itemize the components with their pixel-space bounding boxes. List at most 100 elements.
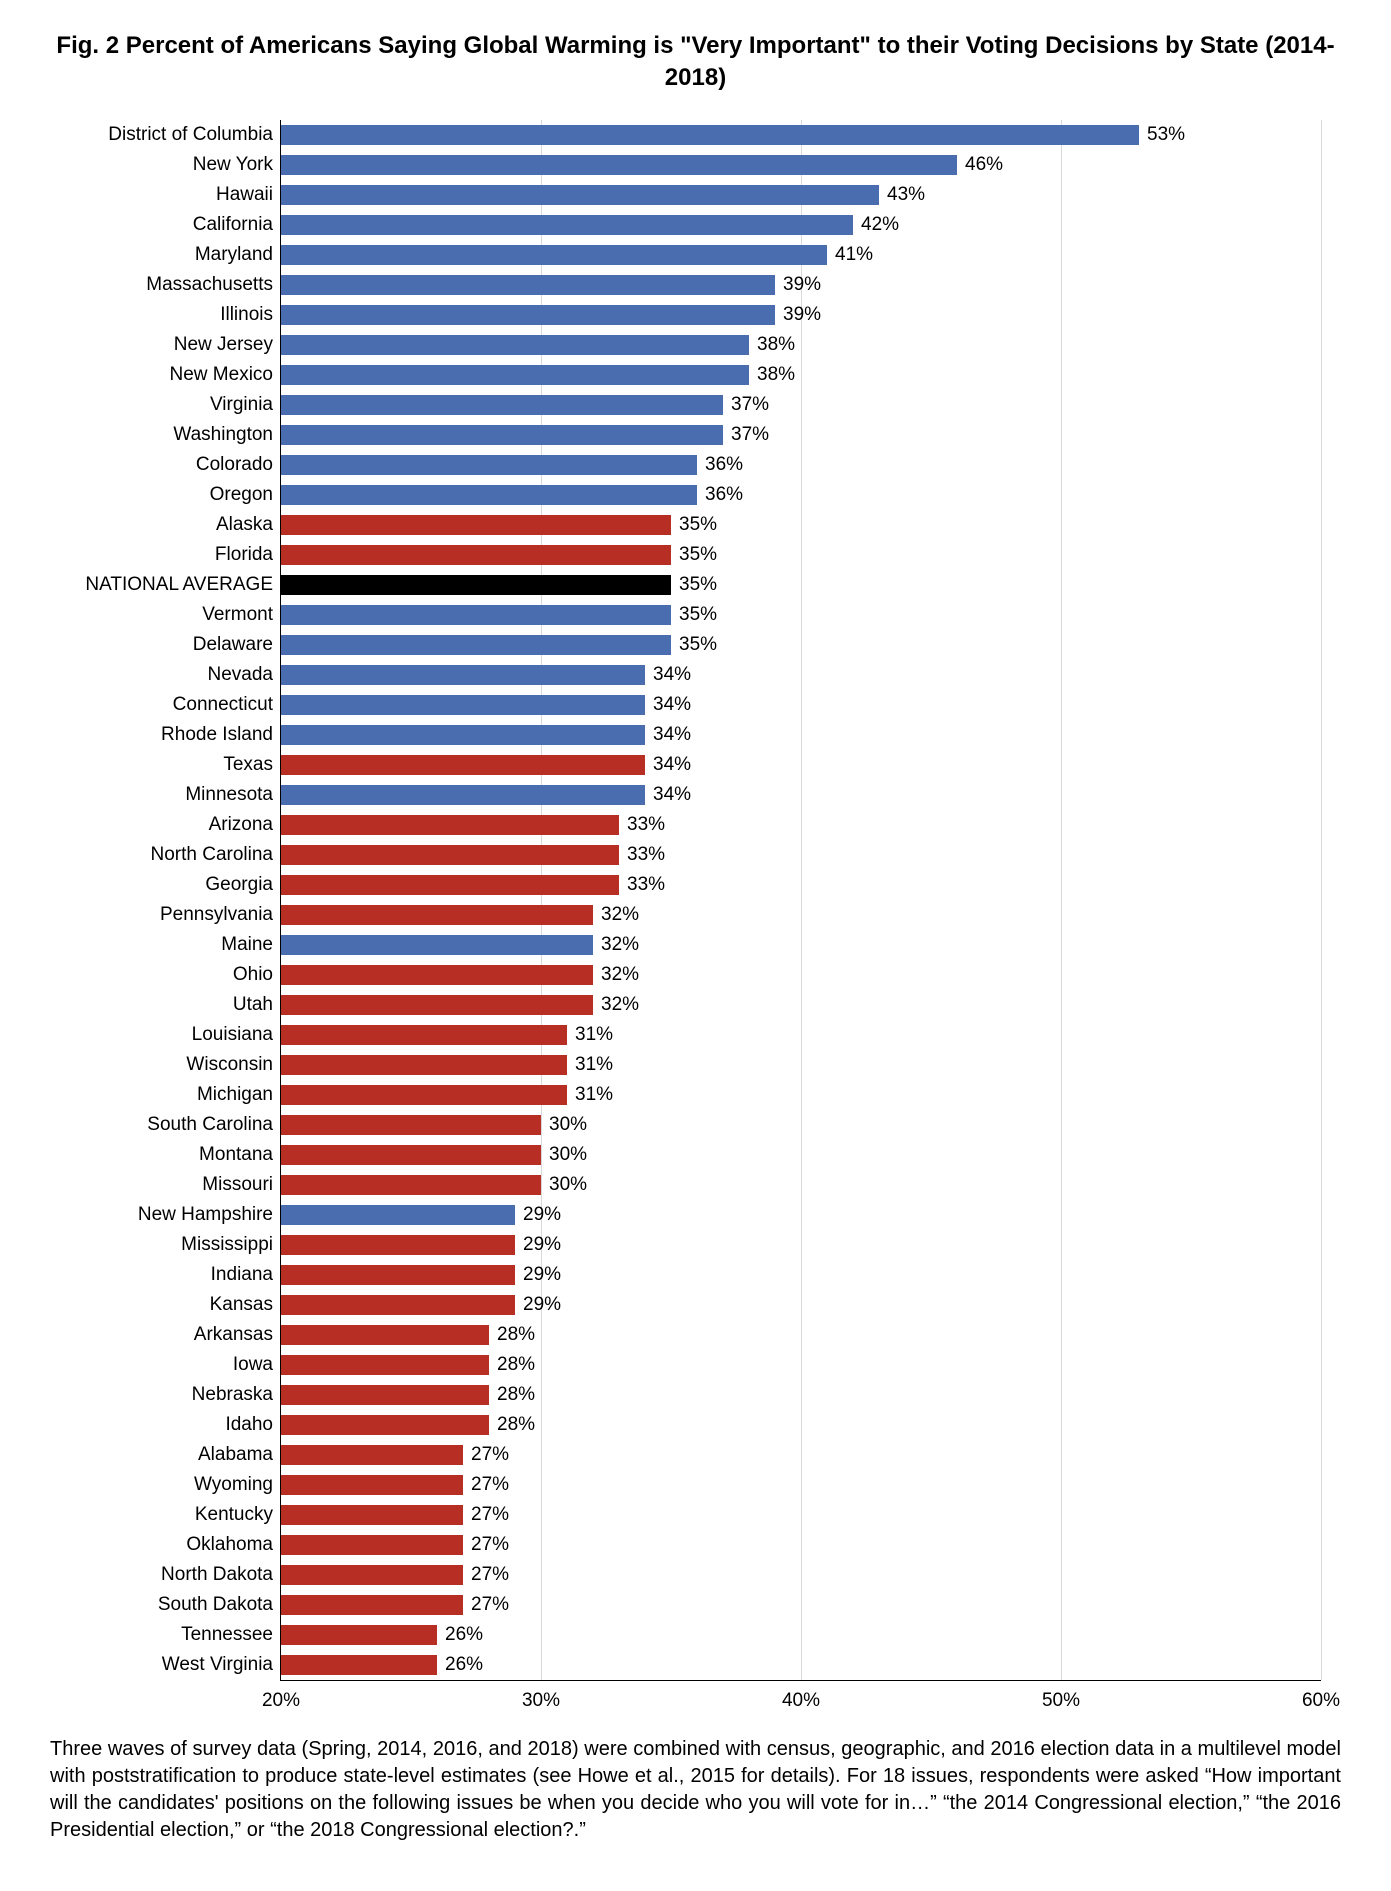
bar: [281, 365, 749, 385]
y-axis-label: California: [53, 214, 281, 236]
y-axis-label: Vermont: [53, 604, 281, 626]
bar: [281, 1175, 541, 1195]
y-axis-label: Idaho: [53, 1414, 281, 1436]
y-axis-label: New Jersey: [53, 334, 281, 356]
bar-row: Missouri30%: [281, 1170, 1321, 1200]
y-axis-label: New Hampshire: [53, 1204, 281, 1226]
y-axis-label: New York: [53, 154, 281, 176]
bar-row: Oregon36%: [281, 480, 1321, 510]
bar-row: Washington37%: [281, 420, 1321, 450]
bar-value-label: 34%: [653, 694, 691, 716]
bar-value-label: 29%: [523, 1204, 561, 1226]
bar: [281, 785, 645, 805]
bar: [281, 755, 645, 775]
bar: [281, 215, 853, 235]
bar-row: Louisiana31%: [281, 1020, 1321, 1050]
bar-row: Vermont35%: [281, 600, 1321, 630]
page: Fig. 2 Percent of Americans Saying Globa…: [0, 0, 1391, 1884]
bar-value-label: 28%: [497, 1384, 535, 1406]
bar-row: Maryland41%: [281, 240, 1321, 270]
bar-row: Tennessee26%: [281, 1620, 1321, 1650]
bar: [281, 695, 645, 715]
y-axis-label: Ohio: [53, 964, 281, 986]
bar: [281, 455, 697, 475]
y-axis-label: Kansas: [53, 1294, 281, 1316]
y-axis-label: Wisconsin: [53, 1054, 281, 1076]
plot-area: 20%30%40%50%60%District of Columbia53%Ne…: [280, 120, 1321, 1681]
bar: [281, 1265, 515, 1285]
bar-value-label: 32%: [601, 964, 639, 986]
bar-value-label: 41%: [835, 244, 873, 266]
bar-row: Pennsylvania32%: [281, 900, 1321, 930]
bar: [281, 185, 879, 205]
bar-value-label: 34%: [653, 754, 691, 776]
bar-row: South Dakota27%: [281, 1590, 1321, 1620]
bar-row: Indiana29%: [281, 1260, 1321, 1290]
bar-value-label: 28%: [497, 1354, 535, 1376]
x-tick-label: 30%: [522, 1690, 560, 1712]
x-tick-label: 20%: [262, 1690, 300, 1712]
bar-row: West Virginia26%: [281, 1650, 1321, 1680]
bar-value-label: 27%: [471, 1534, 509, 1556]
bar-value-label: 30%: [549, 1144, 587, 1166]
y-axis-label: Oregon: [53, 484, 281, 506]
y-axis-label: Georgia: [53, 874, 281, 896]
bar-row: New Hampshire29%: [281, 1200, 1321, 1230]
bar-row: Wisconsin31%: [281, 1050, 1321, 1080]
y-axis-label: Utah: [53, 994, 281, 1016]
bar-value-label: 33%: [627, 814, 665, 836]
bar-row: Nevada34%: [281, 660, 1321, 690]
chart-wrap: 20%30%40%50%60%District of Columbia53%Ne…: [50, 120, 1341, 1681]
y-axis-label: Nevada: [53, 664, 281, 686]
bar-row: Nebraska28%: [281, 1380, 1321, 1410]
bar-row: Texas34%: [281, 750, 1321, 780]
y-axis-label: Louisiana: [53, 1024, 281, 1046]
bar: [281, 1055, 567, 1075]
bar: [281, 1355, 489, 1375]
y-axis-label: Maryland: [53, 244, 281, 266]
bar-value-label: 39%: [783, 274, 821, 296]
bar-value-label: 38%: [757, 364, 795, 386]
bar-value-label: 42%: [861, 214, 899, 236]
bar: [281, 875, 619, 895]
bar: [281, 1085, 567, 1105]
bar: [281, 395, 723, 415]
bar-row: South Carolina30%: [281, 1110, 1321, 1140]
bar-value-label: 35%: [679, 574, 717, 596]
y-axis-label: Pennsylvania: [53, 904, 281, 926]
bar-row: Virginia37%: [281, 390, 1321, 420]
bar: [281, 1145, 541, 1165]
x-tick-label: 40%: [782, 1690, 820, 1712]
y-axis-label: Florida: [53, 544, 281, 566]
bar: [281, 125, 1139, 145]
bar-value-label: 39%: [783, 304, 821, 326]
bar-value-label: 36%: [705, 454, 743, 476]
y-axis-label: Wyoming: [53, 1474, 281, 1496]
y-axis-label: Tennessee: [53, 1624, 281, 1646]
y-axis-label: Colorado: [53, 454, 281, 476]
bar-value-label: 34%: [653, 784, 691, 806]
bar-value-label: 29%: [523, 1294, 561, 1316]
bar: [281, 995, 593, 1015]
bar: [281, 1655, 437, 1675]
bar-row: North Dakota27%: [281, 1560, 1321, 1590]
bar-row: Rhode Island34%: [281, 720, 1321, 750]
bar: [281, 335, 749, 355]
bar-row: Kentucky27%: [281, 1500, 1321, 1530]
y-axis-label: Arizona: [53, 814, 281, 836]
bar-row: North Carolina33%: [281, 840, 1321, 870]
bar-value-label: 26%: [445, 1654, 483, 1676]
y-axis-label: Arkansas: [53, 1324, 281, 1346]
y-axis-label: Alabama: [53, 1444, 281, 1466]
bar: [281, 905, 593, 925]
y-axis-label: Maine: [53, 934, 281, 956]
bar: [281, 1595, 463, 1615]
chart-title: Fig. 2 Percent of Americans Saying Globa…: [50, 30, 1341, 95]
y-axis-label: West Virginia: [53, 1654, 281, 1676]
bar-row: Michigan31%: [281, 1080, 1321, 1110]
y-axis-label: Massachusetts: [53, 274, 281, 296]
bar-row: Florida35%: [281, 540, 1321, 570]
y-axis-label: Rhode Island: [53, 724, 281, 746]
y-axis-label: Texas: [53, 754, 281, 776]
y-axis-label: Virginia: [53, 394, 281, 416]
